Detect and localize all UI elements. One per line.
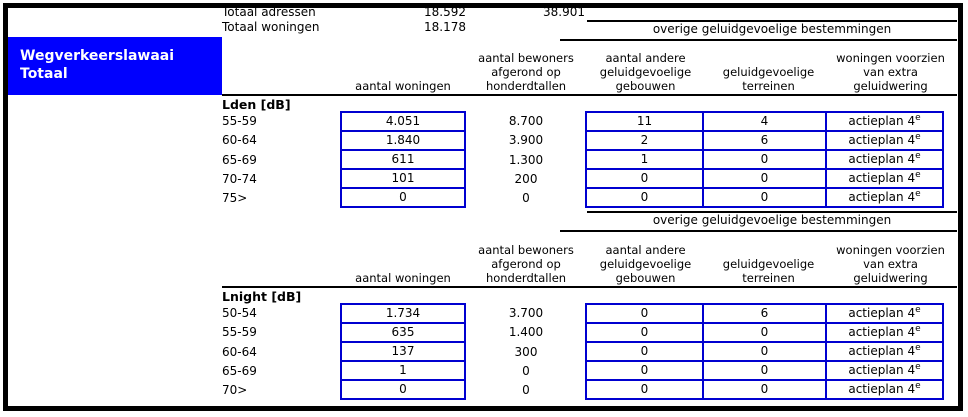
lnight-terreinen-cell-4[interactable]: 0 (702, 379, 827, 400)
lden-range-0: 55-59 (222, 114, 257, 128)
title-line-2: Totaal (20, 66, 68, 82)
lnight-terreinen-cell-1[interactable]: 0 (702, 322, 827, 343)
lden-gebouwen-cell-2[interactable]: 1 (585, 149, 704, 170)
lden-terreinen-cell-4[interactable]: 0 (702, 187, 827, 208)
lnight-actieplan-cell-4[interactable]: actieplan 4e (825, 379, 944, 400)
lnight-terreinen-cell-3[interactable]: 0 (702, 360, 827, 381)
lnight-terreinen-cell-2[interactable]: 0 (702, 341, 827, 362)
lden-range-2: 65-69 (222, 153, 257, 167)
lnight-section: Lnight [dB] 50-54 55-59 60-64 65-69 70> … (222, 289, 962, 404)
lnight-overige-table: 0 6 actieplan 4e 0 0 actieplan 4e 0 0 ac… (585, 303, 944, 400)
lnight-bewoners-3: 0 (522, 364, 530, 378)
lden-bewoners-1: 3.900 (508, 133, 544, 147)
lnight-label: Lnight [dB] (222, 289, 302, 304)
col-header-geluidwering-2: woningen voorzien van extra geluidwering (836, 243, 945, 285)
lnight-woningen-cell-0[interactable]: 1.734 (340, 303, 466, 324)
lden-actieplan-cell-3[interactable]: actieplan 4e (825, 168, 944, 189)
lden-woningen-cell-4[interactable]: 0 (340, 187, 466, 208)
col-header-terreinen-2: geluidgevoelige terreinen (722, 257, 815, 285)
band1-top-rule (587, 20, 957, 22)
lden-terreinen-cell-1[interactable]: 6 (702, 130, 827, 151)
col-header-bewoners-1: aantal bewoners afgerond op honderdtalle… (478, 51, 574, 93)
col-header-gebouwen-1: aantal andere geluidgevoelige gebouwen (599, 51, 692, 93)
lden-woningen-cell-3[interactable]: 101 (340, 168, 466, 189)
lnight-gebouwen-cell-3[interactable]: 0 (585, 360, 704, 381)
lnight-actieplan-cell-1[interactable]: actieplan 4e (825, 322, 944, 343)
lnight-actieplan-cell-0[interactable]: actieplan 4e (825, 303, 944, 324)
lnight-range-2: 60-64 (222, 345, 257, 359)
lden-range-3: 70-74 (222, 172, 257, 186)
lnight-bewoners-2: 300 (514, 345, 538, 359)
lnight-gebouwen-cell-1[interactable]: 0 (585, 322, 704, 343)
lnight-woningen-cell-2[interactable]: 137 (340, 341, 466, 362)
lnight-woningen-cell-1[interactable]: 635 (340, 322, 466, 343)
lnight-gebouwen-cell-2[interactable]: 0 (585, 341, 704, 362)
lnight-range-1: 55-59 (222, 325, 257, 339)
col-header-geluidwering-1: woningen voorzien van extra geluidwering (836, 51, 945, 93)
lden-bewoners-0: 8.700 (508, 114, 544, 128)
lden-range-1: 60-64 (222, 133, 257, 147)
lden-actieplan-cell-1[interactable]: actieplan 4e (825, 130, 944, 151)
lden-woningen-cell-0[interactable]: 4.051 (340, 111, 466, 132)
lden-bewoners-4: 0 (522, 191, 530, 205)
band2-bottom-rule (560, 230, 957, 232)
lden-woningen-cell-2[interactable]: 611 (340, 149, 466, 170)
lnight-actieplan-cell-2[interactable]: actieplan 4e (825, 341, 944, 362)
lden-bewoners-2: 1.300 (508, 153, 544, 167)
lden-actieplan-cell-2[interactable]: actieplan 4e (825, 149, 944, 170)
lden-gebouwen-cell-3[interactable]: 0 (585, 168, 704, 189)
lnight-gebouwen-cell-0[interactable]: 0 (585, 303, 704, 324)
col-header-woningen-2: aantal woningen (355, 271, 451, 285)
lden-terreinen-cell-2[interactable]: 0 (702, 149, 827, 170)
totaal-adressen-label: Totaal adressen (222, 5, 316, 19)
lnight-range-4: 70> (222, 383, 248, 397)
lnight-bewoners-1: 1.400 (508, 325, 544, 339)
lden-woningen-table: 4.051 1.840 611 101 0 (340, 111, 466, 208)
totaal-adressen-value: 18.592 (424, 5, 466, 19)
col-header-woningen-1: aantal woningen (355, 79, 451, 93)
lnight-actieplan-cell-3[interactable]: actieplan 4e (825, 360, 944, 381)
totaal-adressen-value2: 38.901 (543, 5, 585, 19)
lden-terreinen-cell-0[interactable]: 4 (702, 111, 827, 132)
lnight-range-0: 50-54 (222, 306, 257, 320)
totaal-woningen-value: 18.178 (424, 20, 466, 34)
lden-actieplan-cell-0[interactable]: actieplan 4e (825, 111, 944, 132)
lnight-woningen-cell-4[interactable]: 0 (340, 379, 466, 400)
lden-range-4: 75> (222, 191, 248, 205)
lden-woningen-cell-1[interactable]: 1.840 (340, 130, 466, 151)
lnight-terreinen-cell-0[interactable]: 6 (702, 303, 827, 324)
col-header-terreinen-1: geluidgevoelige terreinen (722, 65, 815, 93)
header-rule-2 (222, 286, 957, 288)
band2-top-rule (587, 211, 957, 213)
col-header-bewoners-2: aantal bewoners afgerond op honderdtalle… (478, 243, 574, 285)
title-box: Wegverkeerslawaai Totaal (8, 37, 222, 95)
totaal-woningen-label: Totaal woningen (222, 20, 320, 34)
lden-section: Lden [dB] 55-59 60-64 65-69 70-74 75> 4.… (222, 97, 962, 212)
lden-terreinen-cell-3[interactable]: 0 (702, 168, 827, 189)
lden-gebouwen-cell-1[interactable]: 2 (585, 130, 704, 151)
band1-bottom-rule (560, 39, 957, 41)
title-line-1: Wegverkeerslawaai (20, 48, 175, 64)
lden-label: Lden [dB] (222, 97, 291, 112)
lden-gebouwen-cell-4[interactable]: 0 (585, 187, 704, 208)
lnight-bewoners-4: 0 (522, 383, 530, 397)
lnight-bewoners-0: 3.700 (508, 306, 544, 320)
lnight-woningen-cell-3[interactable]: 1 (340, 360, 466, 381)
lnight-woningen-table: 1.734 635 137 1 0 (340, 303, 466, 400)
lnight-gebouwen-cell-4[interactable]: 0 (585, 379, 704, 400)
lden-bewoners-3: 200 (514, 172, 538, 186)
lden-overige-table: 11 4 actieplan 4e 2 6 actieplan 4e 1 0 a… (585, 111, 944, 208)
band1-header: overige geluidgevoelige bestemmingen (652, 22, 892, 36)
header-rule-1 (222, 94, 957, 96)
lden-actieplan-cell-4[interactable]: actieplan 4e (825, 187, 944, 208)
lnight-range-3: 65-69 (222, 364, 257, 378)
band2-header: overige geluidgevoelige bestemmingen (652, 213, 892, 227)
col-header-gebouwen-2: aantal andere geluidgevoelige gebouwen (599, 243, 692, 285)
lden-gebouwen-cell-0[interactable]: 11 (585, 111, 704, 132)
